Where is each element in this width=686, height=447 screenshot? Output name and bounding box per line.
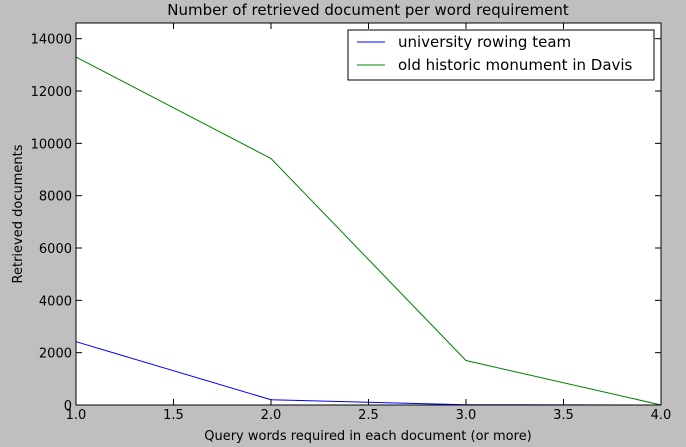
- y-axis-label: Retrieved documents: [11, 144, 26, 283]
- x-axis-label: Query words required in each document (o…: [204, 429, 532, 444]
- x-tick-label: 1.0: [66, 408, 87, 423]
- plot-area: [75, 22, 662, 406]
- y-tick-label: 2000: [39, 347, 72, 362]
- x-tick-label: 4.0: [651, 408, 672, 423]
- x-tick-label: 3.5: [553, 408, 574, 423]
- x-tick-label: 2.0: [261, 408, 282, 423]
- y-tick-label: 12000: [31, 85, 72, 100]
- y-tick-label: 6000: [39, 242, 72, 257]
- legend-label-old-historic-monument: old historic monument in Davis: [398, 56, 633, 74]
- legend: university rowing team old historic monu…: [347, 29, 655, 81]
- legend-label-university-rowing-team: university rowing team: [398, 33, 571, 51]
- y-axis: 0 2000 4000 6000 8000 10000 12000 14000: [31, 33, 661, 414]
- x-axis: 1.0 1.5 2.0 2.5 3.0 3.5 4.0: [66, 23, 672, 423]
- y-tick-label: 14000: [31, 33, 72, 48]
- x-tick-label: 1.5: [163, 408, 184, 423]
- y-tick-label: 4000: [39, 294, 72, 309]
- y-tick-label: 10000: [31, 137, 72, 152]
- chart-title: Number of retrieved document per word re…: [167, 1, 569, 19]
- x-tick-label: 3.0: [456, 408, 477, 423]
- legend-box: [347, 29, 655, 81]
- x-tick-label: 2.5: [358, 408, 379, 423]
- plot-background: [76, 23, 661, 405]
- y-tick-label: 0: [64, 399, 72, 414]
- series-line-old-historic-monument-in-davis: [75, 56, 662, 406]
- y-tick-label: 8000: [39, 190, 72, 205]
